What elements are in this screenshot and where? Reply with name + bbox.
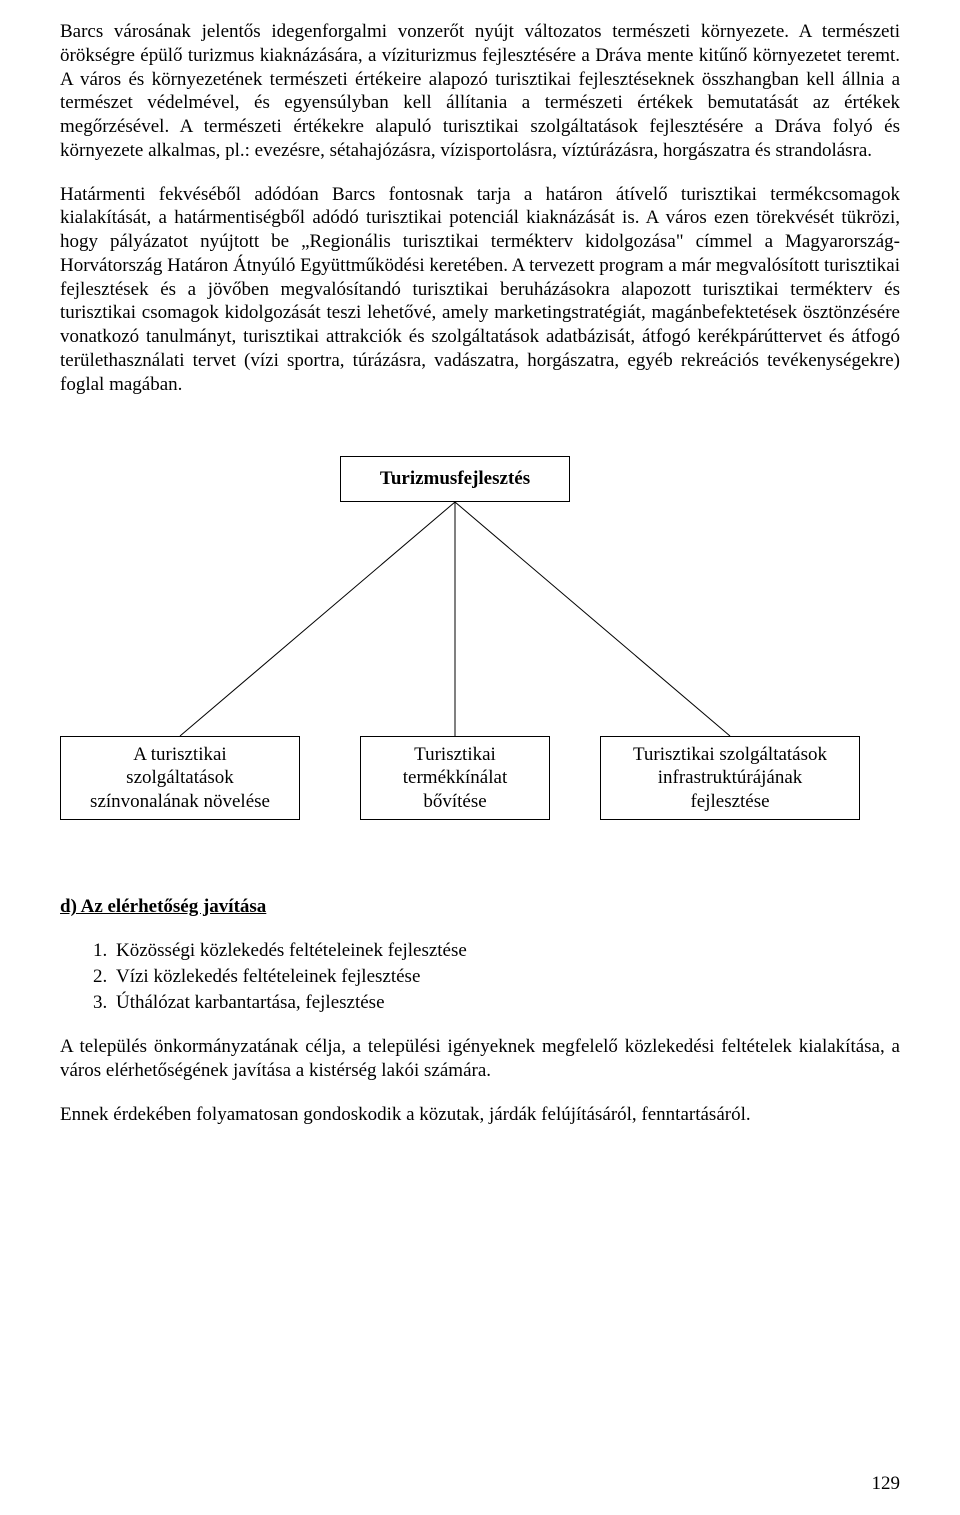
list-item: Közösségi közlekedés feltételeinek fejle… [112, 938, 900, 964]
diagram-child-label-1: Turisztikaitermékkínálatbővítése [403, 743, 507, 814]
diagram-child-label-2: Turisztikai szolgáltatásokinfrastruktúrá… [633, 743, 827, 814]
diagram-root-box: Turizmusfejlesztés [340, 456, 570, 502]
diagram-child-box-0: A turisztikaiszolgáltatásokszínvonalának… [60, 736, 300, 820]
paragraph-3: A település önkormányzatának célja, a te… [60, 1035, 900, 1083]
diagram-child-box-1: Turisztikaitermékkínálatbővítése [360, 736, 550, 820]
tree-diagram: Turizmusfejlesztés A turisztikaiszolgált… [60, 456, 900, 836]
diagram-root-label: Turizmusfejlesztés [380, 467, 530, 491]
paragraph-2: Határmenti fekvéséből adódóan Barcs font… [60, 183, 900, 397]
diagram-child-box-2: Turisztikai szolgáltatásokinfrastruktúrá… [600, 736, 860, 820]
list-item: Úthálózat karbantartása, fejlesztése [112, 990, 900, 1016]
page: Barcs városának jelentős idegenforgalmi … [0, 0, 960, 1515]
section-d-list: Közösségi közlekedés feltételeinek fejle… [60, 938, 900, 1015]
list-item: Vízi közlekedés feltételeinek fejlesztés… [112, 964, 900, 990]
page-number: 129 [872, 1473, 901, 1495]
diagram-edge-2 [455, 502, 730, 736]
diagram-edge-0 [180, 502, 455, 736]
diagram-child-label-0: A turisztikaiszolgáltatásokszínvonalának… [90, 743, 270, 814]
paragraph-1: Barcs városának jelentős idegenforgalmi … [60, 20, 900, 163]
paragraph-4: Ennek érdekében folyamatosan gondoskodik… [60, 1103, 900, 1127]
section-d-heading: d) Az elérhetőség javítása [60, 896, 900, 918]
